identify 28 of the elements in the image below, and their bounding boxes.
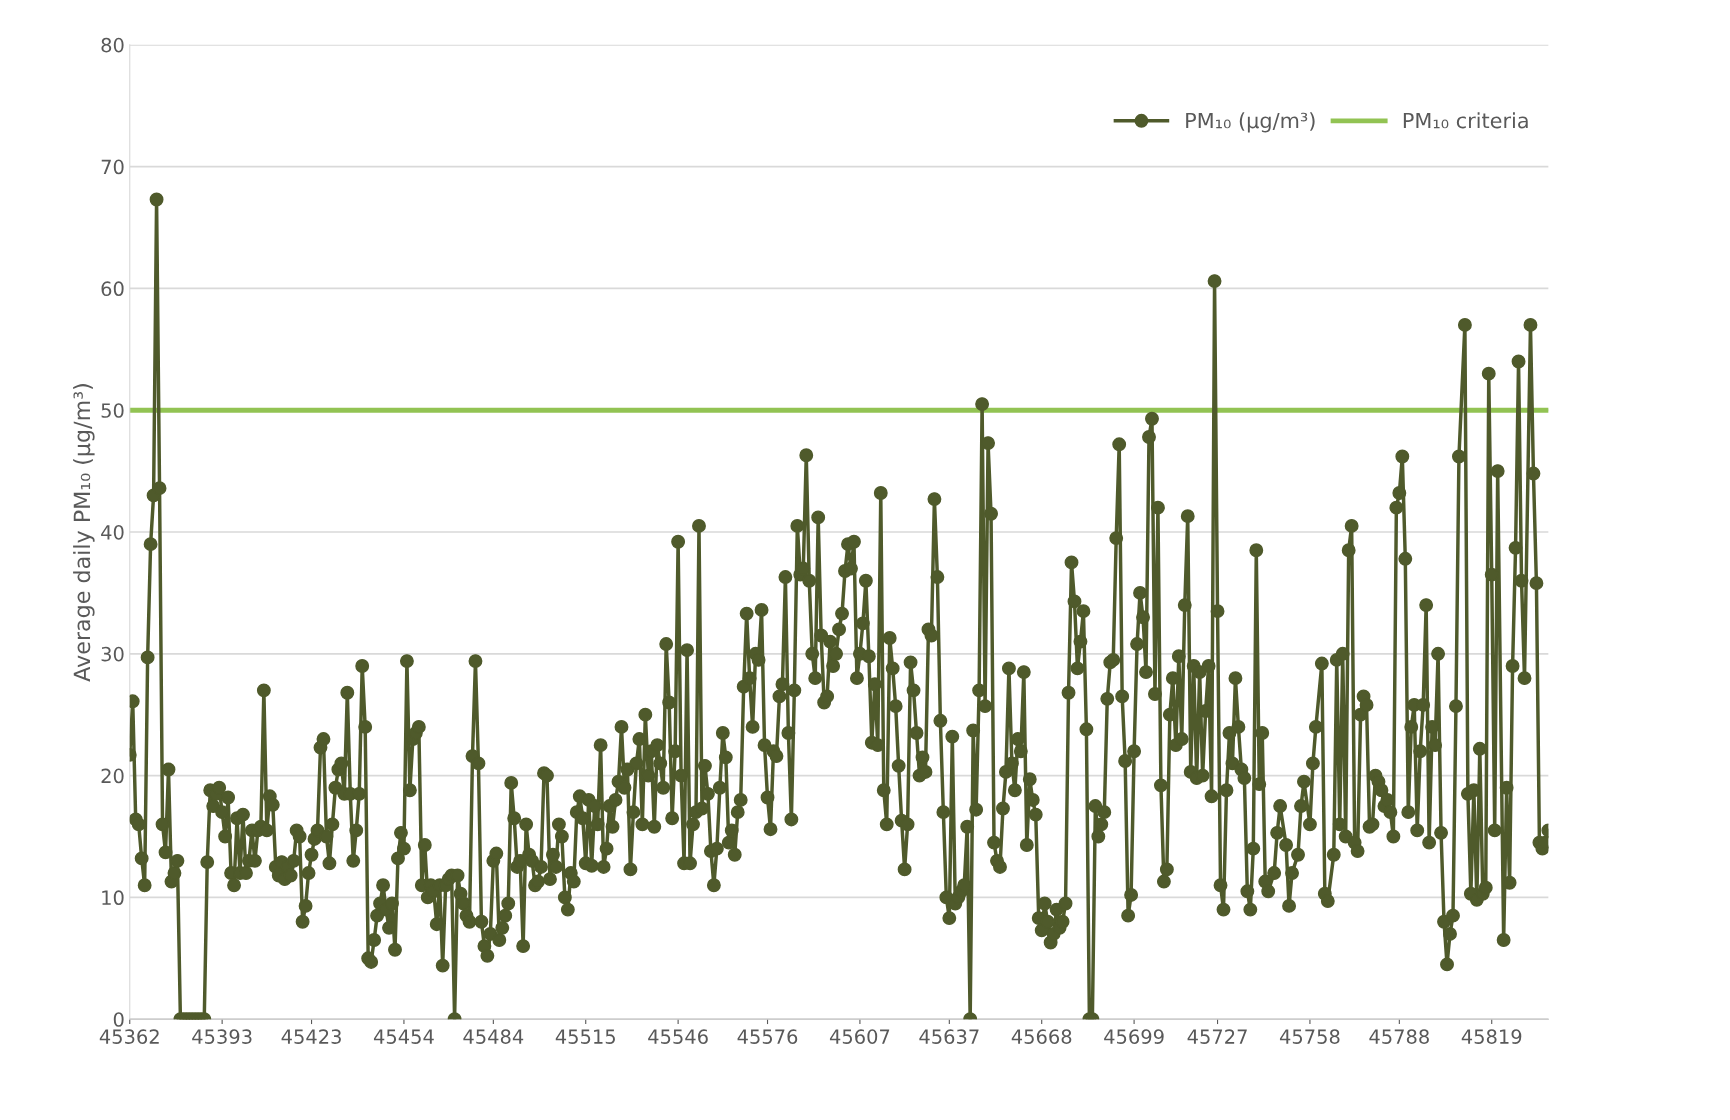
x-tick-label: 45484 — [463, 1029, 524, 1044]
y-tick-label: 40 — [101, 524, 124, 540]
x-tick-label: 45699 — [1104, 1029, 1164, 1044]
y-tick-label: 30 — [101, 646, 124, 662]
x-tick-label: 45423 — [281, 1029, 341, 1044]
x-tick-label: 45607 — [829, 1029, 890, 1044]
y-tick-label: 60 — [101, 281, 124, 297]
x-tick-label: 45546 — [648, 1029, 708, 1044]
y-tick-label: 50 — [101, 403, 124, 418]
x-tick-label: 45668 — [1011, 1029, 1072, 1044]
x-tick-label: 45788 — [1369, 1029, 1429, 1044]
y-tick-label: 10 — [102, 890, 124, 906]
x-tick-label: 45515 — [555, 1029, 615, 1044]
y-tick-label: 20 — [101, 768, 124, 784]
x-tick-label: 45637 — [919, 1029, 979, 1044]
y-tick-label: 0 — [113, 1012, 124, 1027]
x-tick-label: 45362 — [99, 1029, 159, 1044]
x-tick-label: 45576 — [737, 1029, 798, 1044]
x-tick-label: 45393 — [192, 1029, 252, 1044]
x-tick-label: 45454 — [373, 1029, 434, 1044]
y-axis-title: Average daily PM₁₀ (µg/m³) — [73, 384, 95, 682]
y-tick-label: 80 — [101, 37, 124, 53]
x-tick-label: 45727 — [1187, 1029, 1247, 1044]
x-tick-label: 45819 — [1461, 1029, 1522, 1044]
legend-label: PM₁₀ (µg/m³) — [1186, 112, 1315, 133]
x-tick-label: 45758 — [1279, 1029, 1340, 1044]
legend-label: PM₁₀ criteria — [1403, 112, 1528, 129]
y-tick-label: 70 — [101, 159, 124, 175]
